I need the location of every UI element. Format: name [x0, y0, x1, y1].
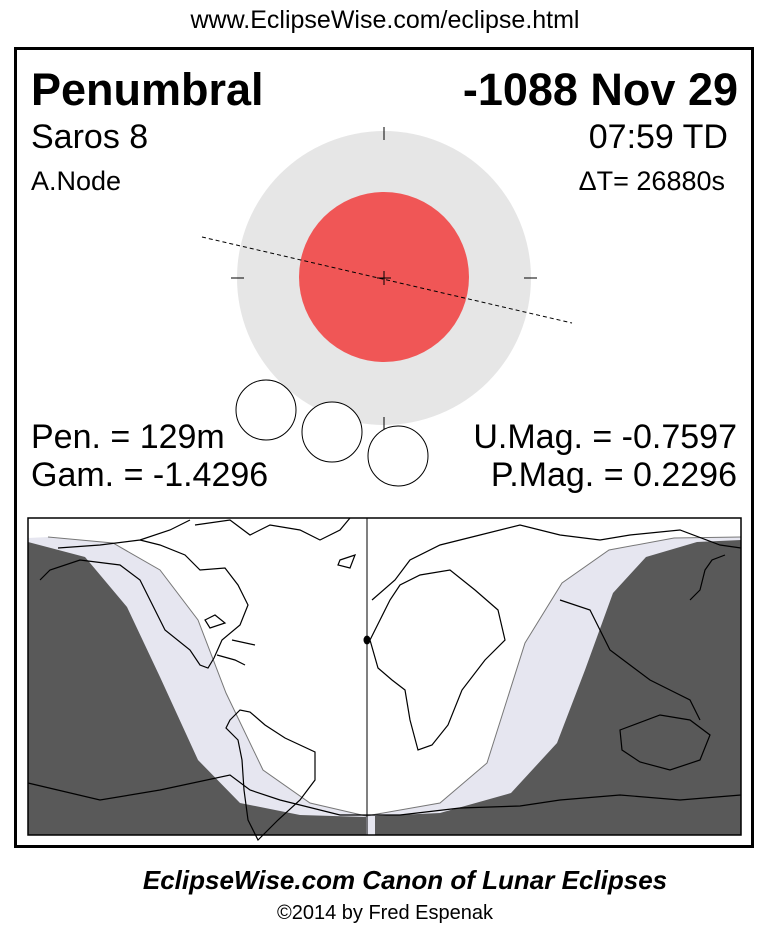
umbral-magnitude: U.Mag. = -0.7597: [473, 418, 737, 456]
moon-mid-eclipse: [301, 401, 363, 463]
moon-first-contact: [235, 379, 297, 441]
gamma-value: Gam. = -1.4296: [31, 456, 269, 494]
penumbral-duration: Pen. = 129m: [31, 418, 225, 456]
node-label: A.Node: [31, 166, 122, 196]
sub-lunar-point: [363, 635, 371, 645]
penumbral-magnitude: P.Mag. = 0.2296: [490, 456, 737, 494]
coastlines: [27, 517, 742, 842]
delta-t: ΔT= 26880s: [578, 166, 725, 196]
axis-ticks: [231, 127, 537, 430]
moon-path-line: [201, 236, 573, 324]
eclipse-type: Penumbral: [31, 64, 264, 115]
terminator-line: [47, 536, 742, 817]
map-border: [27, 517, 742, 836]
visibility-map: [27, 517, 742, 842]
saros-number: Saros 8: [31, 118, 149, 156]
source-url: www.EclipseWise.com/eclipse.html: [190, 6, 580, 34]
canon-title: EclipseWise.com Canon of Lunar Eclipses: [142, 865, 668, 895]
eclipse-panel-frame: [14, 47, 754, 848]
night-region-east: [375, 540, 741, 835]
moon-last-contact: [367, 425, 429, 487]
copyright: ©2014 by Fred Espenak: [277, 902, 493, 924]
night-region-west: [28, 542, 366, 835]
eclipse-date: -1088 Nov 29: [462, 64, 738, 115]
eclipse-time: 07:59 TD: [588, 118, 728, 156]
